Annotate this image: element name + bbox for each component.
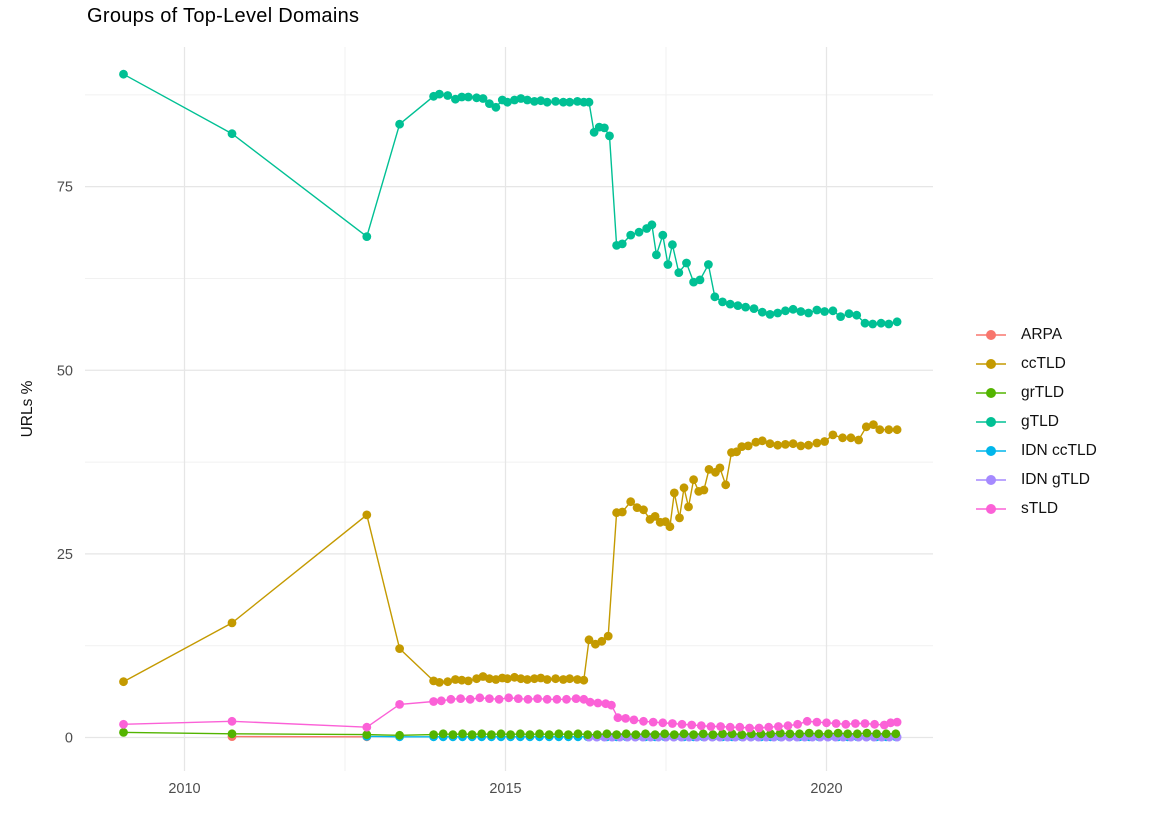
legend-key-icon [976,355,1006,373]
legend-key-icon [976,384,1006,402]
y-axis-ticks: 0 25 50 75 [57,180,73,747]
y-tick-label: 75 [57,180,73,196]
y-tick-label: 50 [57,363,73,379]
x-tick-label: 2015 [489,781,521,797]
y-tick-label: 25 [57,547,73,563]
gridlines-minor [85,47,933,771]
legend-item-idn-cctld: IDN ccTLD [976,436,1097,465]
series-gtld [119,69,902,329]
legend-label: IDN gTLD [1021,470,1090,488]
x-tick-label: 2010 [168,781,200,797]
legend-key-icon [976,500,1006,518]
legend-label: sTLD [1021,499,1059,517]
legend-key-icon [976,326,1006,344]
legend-label: IDN ccTLD [1021,441,1097,459]
legend-key-icon [976,413,1006,431]
legend-label: ARPA [1021,325,1063,343]
legend-label: gTLD [1021,412,1059,430]
legend-item-gtld: gTLD [976,407,1097,436]
legend-item-cctld: ccTLD [976,349,1097,378]
legend-key-icon [976,442,1006,460]
legend-item-arpa: ARPA [976,320,1097,349]
x-axis-ticks: 2010 2015 2020 [168,781,842,797]
legend-item-stld: sTLD [976,494,1097,523]
legend-label: grTLD [1021,383,1065,401]
legend-label: ccTLD [1021,354,1066,372]
series-cctld [119,420,902,687]
chart-title: Groups of Top-Level Domains [87,5,360,27]
gridlines-major [85,47,933,771]
x-tick-label: 2020 [810,781,842,797]
legend-item-grtld: grTLD [976,378,1097,407]
legend-key-icon [976,471,1006,489]
series-stld [119,693,902,733]
y-tick-label: 0 [65,731,73,747]
legend-item-idn-gtld: IDN gTLD [976,465,1097,494]
legend: ARPA ccTLD grTLD gTLD IDN ccTLD IDN gTLD sTLD [976,320,1097,523]
